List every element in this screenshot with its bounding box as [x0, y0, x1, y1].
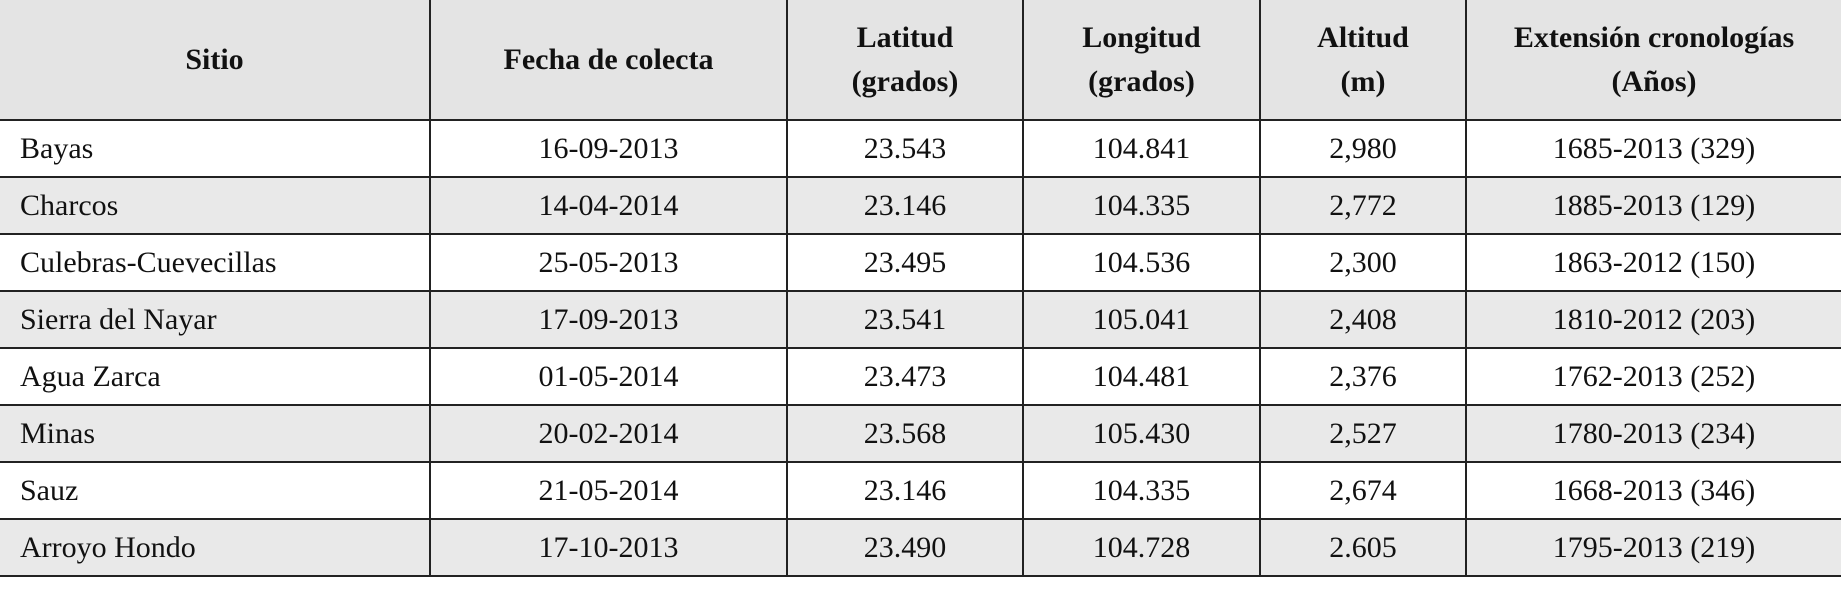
data-cell: 23.146	[786, 461, 1024, 520]
header-cell: Fecha de colecta	[429, 0, 788, 121]
header-text: Fecha de colecta	[503, 42, 714, 76]
table-row: Sierra del Nayar 17-09-2013 23.541 105.041 2…	[0, 290, 1841, 349]
data-cell: 2,527	[1259, 404, 1467, 463]
data-cell: 104.481	[1022, 347, 1261, 406]
header-cell: Sitio	[0, 0, 431, 121]
header-text: Latitud (grados)	[851, 20, 959, 98]
table-row: Charcos 14-04-2014 23.146 104.335 2,772 1885-…	[0, 176, 1841, 235]
data-cell: 16-09-2013	[429, 119, 788, 178]
data-cell: 23.495	[786, 233, 1024, 292]
data-cell: 1795-2013 (219)	[1465, 518, 1841, 577]
table-row: Culebras-Cuevecillas 25-05-2013 23.495 104.…	[0, 233, 1841, 292]
data-cell: 105.430	[1022, 404, 1261, 463]
header-cell: Extensión cronologías (Años)	[1465, 0, 1841, 121]
header-text: Altitud (m)	[1317, 20, 1409, 98]
data-cell: 105.041	[1022, 290, 1261, 349]
data-cell: 1762-2013 (252)	[1465, 347, 1841, 406]
data-cell: 2,772	[1259, 176, 1467, 235]
site-cell: Agua Zarca	[0, 347, 431, 406]
data-cell: 104.536	[1022, 233, 1261, 292]
data-table: Sitio Fecha de colecta Latitud (grados) Lon…	[0, 0, 1841, 577]
data-cell: 1685-2013 (329)	[1465, 119, 1841, 178]
data-cell: 2,408	[1259, 290, 1467, 349]
site-cell: Culebras-Cuevecillas	[0, 233, 431, 292]
data-cell: 21-05-2014	[429, 461, 788, 520]
data-cell: 23.146	[786, 176, 1024, 235]
data-cell: 23.543	[786, 119, 1024, 178]
data-cell: 01-05-2014	[429, 347, 788, 406]
data-cell: 23.490	[786, 518, 1024, 577]
data-cell: 14-04-2014	[429, 176, 788, 235]
table-row: Minas 20-02-2014 23.568 105.430 2,527 1780-20…	[0, 404, 1841, 463]
data-cell: 23.568	[786, 404, 1024, 463]
header-cell: Latitud (grados)	[786, 0, 1024, 121]
header-cell: Longitud (grados)	[1022, 0, 1261, 121]
table-row: Arroyo Hondo 17-10-2013 23.490 104.728 2.605…	[0, 518, 1841, 577]
site-cell: Sierra del Nayar	[0, 290, 431, 349]
data-cell: 104.841	[1022, 119, 1261, 178]
data-cell: 2,674	[1259, 461, 1467, 520]
data-cell: 1885-2013 (129)	[1465, 176, 1841, 235]
data-cell: 23.473	[786, 347, 1024, 406]
data-cell: 20-02-2014	[429, 404, 788, 463]
data-cell: 25-05-2013	[429, 233, 788, 292]
header-text: Longitud (grados)	[1082, 20, 1201, 98]
data-cell: 17-09-2013	[429, 290, 788, 349]
header-text: Extensión cronologías (Años)	[1513, 20, 1795, 98]
data-cell: 104.728	[1022, 518, 1261, 577]
site-cell: Bayas	[0, 119, 431, 178]
data-cell: 2,376	[1259, 347, 1467, 406]
site-cell: Sauz	[0, 461, 431, 520]
site-cell: Minas	[0, 404, 431, 463]
data-cell: 1780-2013 (234)	[1465, 404, 1841, 463]
data-cell: 2,980	[1259, 119, 1467, 178]
table-row: Bayas 16-09-2013 23.543 104.841 2,980 1685-20…	[0, 119, 1841, 178]
site-cell: Charcos	[0, 176, 431, 235]
header-text: Sitio	[185, 42, 244, 76]
data-cell: 17-10-2013	[429, 518, 788, 577]
data-cell: 23.541	[786, 290, 1024, 349]
header-row: Sitio Fecha de colecta Latitud (grados) Lon…	[0, 0, 1841, 121]
data-cell: 2,300	[1259, 233, 1467, 292]
table-row: Sauz 21-05-2014 23.146 104.335 2,674 1668-201…	[0, 461, 1841, 520]
data-cell: 104.335	[1022, 176, 1261, 235]
data-cell: 1668-2013 (346)	[1465, 461, 1841, 520]
header-cell: Altitud (m)	[1259, 0, 1467, 121]
data-cell: 1863-2012 (150)	[1465, 233, 1841, 292]
data-cell: 2.605	[1259, 518, 1467, 577]
data-cell: 104.335	[1022, 461, 1261, 520]
data-cell: 1810-2012 (203)	[1465, 290, 1841, 349]
table-row: Agua Zarca 01-05-2014 23.473 104.481 2,376 17…	[0, 347, 1841, 406]
site-cell: Arroyo Hondo	[0, 518, 431, 577]
